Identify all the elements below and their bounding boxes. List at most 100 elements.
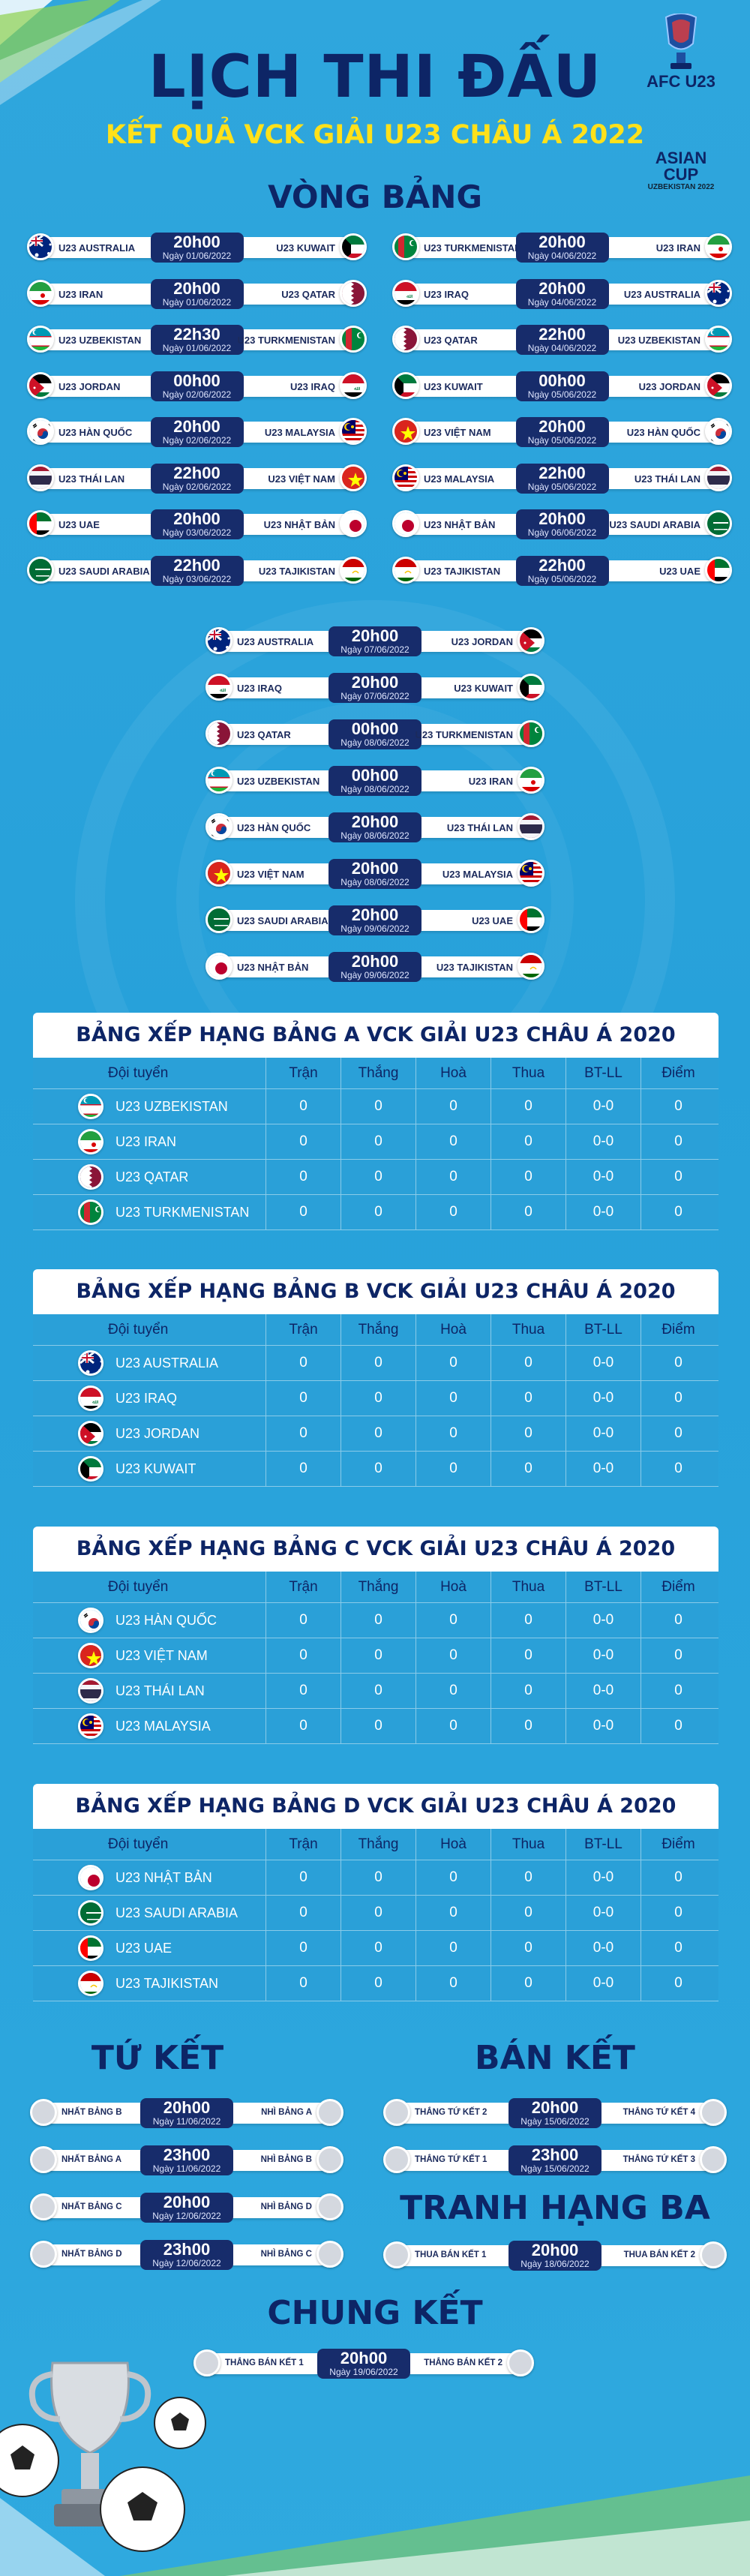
stat-cell: 0 — [416, 1381, 490, 1416]
away-team: U23 UZBEKISTAN — [617, 335, 700, 346]
logo-line-2: ASIAN CUP — [655, 149, 707, 184]
match-row: U23 VIỆT NAM 20h00 Ngày 08/06/2022 U23 M… — [206, 859, 544, 889]
placeholder-flag-icon — [507, 2349, 534, 2376]
football-icon — [0, 2397, 206, 2552]
away-team: NHÌ BẢNG C — [260, 2250, 312, 2259]
match-time-box: 20h00 Ngày 07/06/2022 — [328, 673, 422, 703]
match-date: Ngày 01/06/2022 — [162, 343, 232, 353]
stat-cell: 0 — [640, 1160, 716, 1194]
away-team: U23 THÁI LAN — [634, 473, 700, 485]
match-row: THUA BÁN KẾT 1 20h00 Ngày 18/06/2022 THU… — [383, 2241, 727, 2271]
table-row: U23 UZBEKISTAN 0 0 0 0 0-0 0 — [33, 1089, 718, 1124]
stat-cell: 0 — [340, 1124, 416, 1159]
team-cell: ﷲ U23 IRAQ — [33, 1381, 266, 1416]
match-time: 20h00 — [173, 278, 220, 298]
stat-cell: 0-0 — [566, 1195, 640, 1229]
standings-header-row: Đội tuyển Trận Thắng Hoà Thua BT-LL Điểm — [33, 1058, 718, 1089]
match-time-box: 22h00 Ngày 02/06/2022 — [150, 463, 244, 494]
placeholder-flag-icon — [700, 2146, 727, 2173]
match-time-box: 20h00 Ngày 18/06/2022 — [508, 2241, 602, 2271]
match-time: 23h00 — [163, 2240, 211, 2259]
stat-cell: 0 — [340, 1638, 416, 1673]
match-row: U23 HÀN QUỐC 20h00 Ngày 08/06/2022 U23 T… — [206, 812, 544, 842]
match-date: Ngày 11/06/2022 — [152, 2163, 221, 2174]
placeholder-flag-icon — [30, 2241, 57, 2268]
home-team: NHẤT BẢNG C — [62, 2202, 122, 2211]
placeholder-flag-icon — [383, 2146, 410, 2173]
table-row: ﷲ U23 IRAQ 0 0 0 0 0-0 0 — [33, 1381, 718, 1416]
stat-cell: 0 — [490, 1381, 566, 1416]
match-row: U23 NHẬT BẢN 20h00 Ngày 06/06/2022 U23 S… — [392, 509, 732, 539]
kuwait-flag-icon — [518, 674, 544, 701]
iran-flag-icon — [27, 279, 54, 307]
team-name: U23 VIỆT NAM — [116, 1647, 208, 1663]
stat-cell: 0-0 — [566, 1709, 640, 1743]
column-header: Thắng — [340, 1572, 416, 1602]
match-time-box: 20h00 Ngày 04/06/2022 — [515, 233, 609, 263]
home-team: U23 TURKMENISTAN — [424, 242, 522, 254]
stat-cell: 0 — [490, 1089, 566, 1124]
jordan-flag-icon — [27, 371, 54, 399]
home-team: NHẤT BẢNG A — [62, 2155, 122, 2164]
stat-cell: 0-0 — [566, 1860, 640, 1895]
placeholder-flag-icon — [383, 2241, 410, 2268]
standings-header-row: Đội tuyển Trận Thắng Hoà Thua BT-LL Điểm — [33, 1572, 718, 1603]
match-time: 22h30 — [173, 325, 220, 344]
saudi-flag-icon — [206, 906, 232, 933]
stat-cell: 0 — [640, 1452, 716, 1486]
match-row: U23 TURKMENISTAN 20h00 Ngày 04/06/2022 U… — [392, 233, 732, 263]
korea-flag-icon — [78, 1608, 104, 1633]
away-team: U23 VIỆT NAM — [268, 473, 335, 485]
match-time-box: 20h00 Ngày 03/06/2022 — [150, 509, 244, 539]
match-time-box: 20h00 Ngày 02/06/2022 — [150, 417, 244, 447]
stat-cell: 0-0 — [566, 1452, 640, 1486]
kuwait-flag-icon — [78, 1456, 104, 1482]
away-team: U23 JORDAN — [451, 636, 513, 647]
tajikistan-flag-icon — [518, 953, 544, 980]
match-time: 00h00 — [538, 371, 586, 390]
kuwait-flag-icon — [392, 371, 419, 399]
away-team: THẮNG TỨ KẾT 3 — [622, 2155, 695, 2164]
team-cell: U23 JORDAN — [33, 1416, 266, 1451]
placeholder-flag-icon — [316, 2146, 344, 2173]
match-date: Ngày 01/06/2022 — [162, 251, 232, 261]
japan-flag-icon — [392, 510, 419, 537]
stat-cell: 0 — [490, 1346, 566, 1380]
table-row: U23 UAE 0 0 0 0 0-0 0 — [33, 1931, 718, 1966]
column-header: Hoà — [416, 1829, 490, 1860]
match-date: Ngày 05/06/2022 — [527, 389, 597, 400]
match-time: 22h00 — [173, 463, 220, 482]
standings-header-row: Đội tuyển Trận Thắng Hoà Thua BT-LL Điểm — [33, 1314, 718, 1346]
uae-flag-icon — [78, 1935, 104, 1961]
uae-flag-icon — [27, 510, 54, 537]
table-row: U23 MALAYSIA 0 0 0 0 0-0 0 — [33, 1709, 718, 1744]
stat-cell: 0 — [490, 1416, 566, 1451]
team-name: U23 SAUDI ARABIA — [116, 1905, 238, 1920]
stat-cell: 0-0 — [566, 1089, 640, 1124]
match-row: ﷲ U23 IRAQ 20h00 Ngày 07/06/2022 U23 KUW… — [206, 673, 544, 703]
match-time-box: 20h00 Ngày 01/06/2022 — [150, 233, 244, 263]
match-time: 20h00 — [531, 2241, 579, 2259]
away-team: U23 KUWAIT — [454, 683, 513, 694]
match-time: 20h00 — [351, 905, 399, 924]
svg-text:ﷲ: ﷲ — [354, 386, 360, 392]
stat-cell: 0 — [340, 1381, 416, 1416]
away-team: U23 HÀN QUỐC — [626, 427, 700, 438]
team-name: U23 IRAQ — [116, 1390, 178, 1406]
home-team: U23 VIỆT NAM — [424, 427, 491, 438]
away-team: THUA BÁN KẾT 2 — [623, 2250, 695, 2259]
stat-cell: 0-0 — [566, 1638, 640, 1673]
stat-cell: 0 — [266, 1160, 340, 1194]
column-header: Trận — [266, 1314, 340, 1345]
match-time: 23h00 — [163, 2145, 211, 2164]
stat-cell: 0 — [490, 1709, 566, 1743]
team-name: U23 QATAR — [116, 1169, 189, 1184]
placeholder-flag-icon — [700, 2241, 727, 2268]
afc-logo: AFC U23 ASIAN CUP UZBEKISTAN 2022 — [636, 14, 726, 191]
column-header: Điểm — [640, 1572, 716, 1602]
column-header: Đội tuyển — [108, 1836, 169, 1852]
team-name: U23 AUSTRALIA — [116, 1355, 219, 1371]
away-team: U23 JORDAN — [638, 380, 700, 392]
standings-title: BẢNG XẾP HẠNG BẢNG A VCK GIẢI U23 CHÂU Á… — [33, 1013, 718, 1058]
match-date: Ngày 08/06/2022 — [340, 830, 410, 841]
